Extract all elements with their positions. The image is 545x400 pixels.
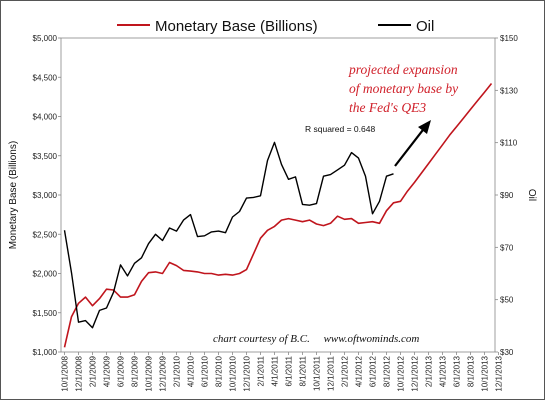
right-tick-label: $90 (500, 191, 514, 200)
legend: Monetary Base (Billions) Oil (117, 18, 434, 35)
projection-line-3: the Fed's QE3 (349, 100, 426, 115)
right-tick-label: $110 (500, 139, 518, 148)
left-tick-label: $4,500 (33, 73, 58, 82)
x-tick-label: 4/1/2010 (187, 355, 196, 387)
x-tick-label: 10/1/2010 (229, 355, 238, 391)
left-tick-label: $1,000 (33, 348, 58, 357)
x-axis-ticks: 10/1/2008 12/1/2008 2/1/2009 4/1/2009 6/1/20… (61, 352, 504, 392)
x-tick-label: 12/1/2009 (159, 355, 168, 391)
right-tick-label: $130 (500, 86, 518, 95)
legend-label-monetary-base: Monetary Base (Billions) (155, 18, 318, 35)
right-tick-label: $50 (500, 296, 514, 305)
right-tick-label: $150 (500, 34, 518, 43)
left-tick-label: $4,000 (33, 113, 58, 122)
series-oil (63, 141, 394, 329)
x-tick-label: 4/1/2012 (355, 355, 364, 387)
legend-label-oil: Oil (416, 18, 434, 35)
x-tick-label: 12/1/2010 (243, 355, 252, 391)
x-tick-label: 10/1/2012 (397, 355, 406, 391)
r-squared-label: R squared = 0.648 (305, 124, 375, 134)
left-axis-ticks: $1,000 $1,500 $2,000 $2,500 $3,000 $3,500 $4,0… (33, 34, 61, 357)
left-tick-label: $1,500 (33, 309, 58, 318)
x-tick-label: 6/1/2011 (285, 355, 294, 386)
series-monetary-base (63, 82, 493, 348)
projection-arrow (394, 120, 431, 167)
left-axis-title: Monetary Base (Billions) (8, 141, 19, 249)
series-layer (63, 82, 493, 348)
x-tick-label: 2/1/2012 (341, 355, 350, 387)
right-axis-title: Oil (526, 189, 537, 201)
x-tick-label: 12/1/2008 (75, 355, 84, 391)
x-tick-label: 2/1/2009 (89, 355, 98, 387)
x-tick-label: 8/1/2009 (131, 355, 140, 387)
x-tick-label: 8/1/2011 (299, 355, 308, 386)
x-tick-label: 2/1/2011 (257, 355, 266, 386)
x-tick-label: 10/1/2011 (313, 355, 322, 391)
projection-line-1: projected expansion (348, 62, 458, 77)
chart-credit: chart courtesy of B.C. www.oftwominds.co… (213, 333, 419, 345)
right-axis-ticks: $30 $50 $70 $90 $110 $130 $150 (495, 34, 518, 357)
left-tick-label: $2,500 (33, 230, 58, 239)
x-tick-label: 6/1/2010 (201, 355, 210, 387)
x-tick-label: 12/1/2011 (327, 355, 336, 391)
x-tick-label: 8/1/2010 (215, 355, 224, 387)
left-tick-label: $5,000 (33, 34, 58, 43)
x-tick-label: 12/1/2013 (495, 355, 504, 391)
x-tick-label: 2/1/2013 (425, 355, 434, 387)
x-tick-label: 6/1/2009 (117, 355, 126, 387)
x-tick-label: 2/1/2010 (173, 355, 182, 387)
x-tick-label: 4/1/2013 (439, 355, 448, 387)
x-tick-label: 10/1/2008 (61, 355, 70, 391)
left-tick-label: $2,000 (33, 270, 58, 279)
x-tick-label: 6/1/2012 (369, 355, 378, 387)
right-tick-label: $70 (500, 243, 514, 252)
left-tick-label: $3,500 (33, 152, 58, 161)
x-tick-label: 12/1/2012 (411, 355, 420, 391)
x-tick-label: 4/1/2011 (271, 355, 280, 386)
x-tick-label: 8/1/2013 (467, 355, 476, 387)
x-tick-label: 4/1/2009 (103, 355, 112, 387)
right-tick-label: $30 (500, 348, 514, 357)
x-tick-label: 10/1/2009 (145, 355, 154, 391)
projection-line-2: of monetary base by (349, 81, 458, 96)
x-tick-label: 10/1/2013 (481, 355, 490, 391)
x-tick-label: 6/1/2013 (453, 355, 462, 387)
left-tick-label: $3,000 (33, 191, 58, 200)
x-tick-label: 8/1/2012 (383, 355, 392, 387)
